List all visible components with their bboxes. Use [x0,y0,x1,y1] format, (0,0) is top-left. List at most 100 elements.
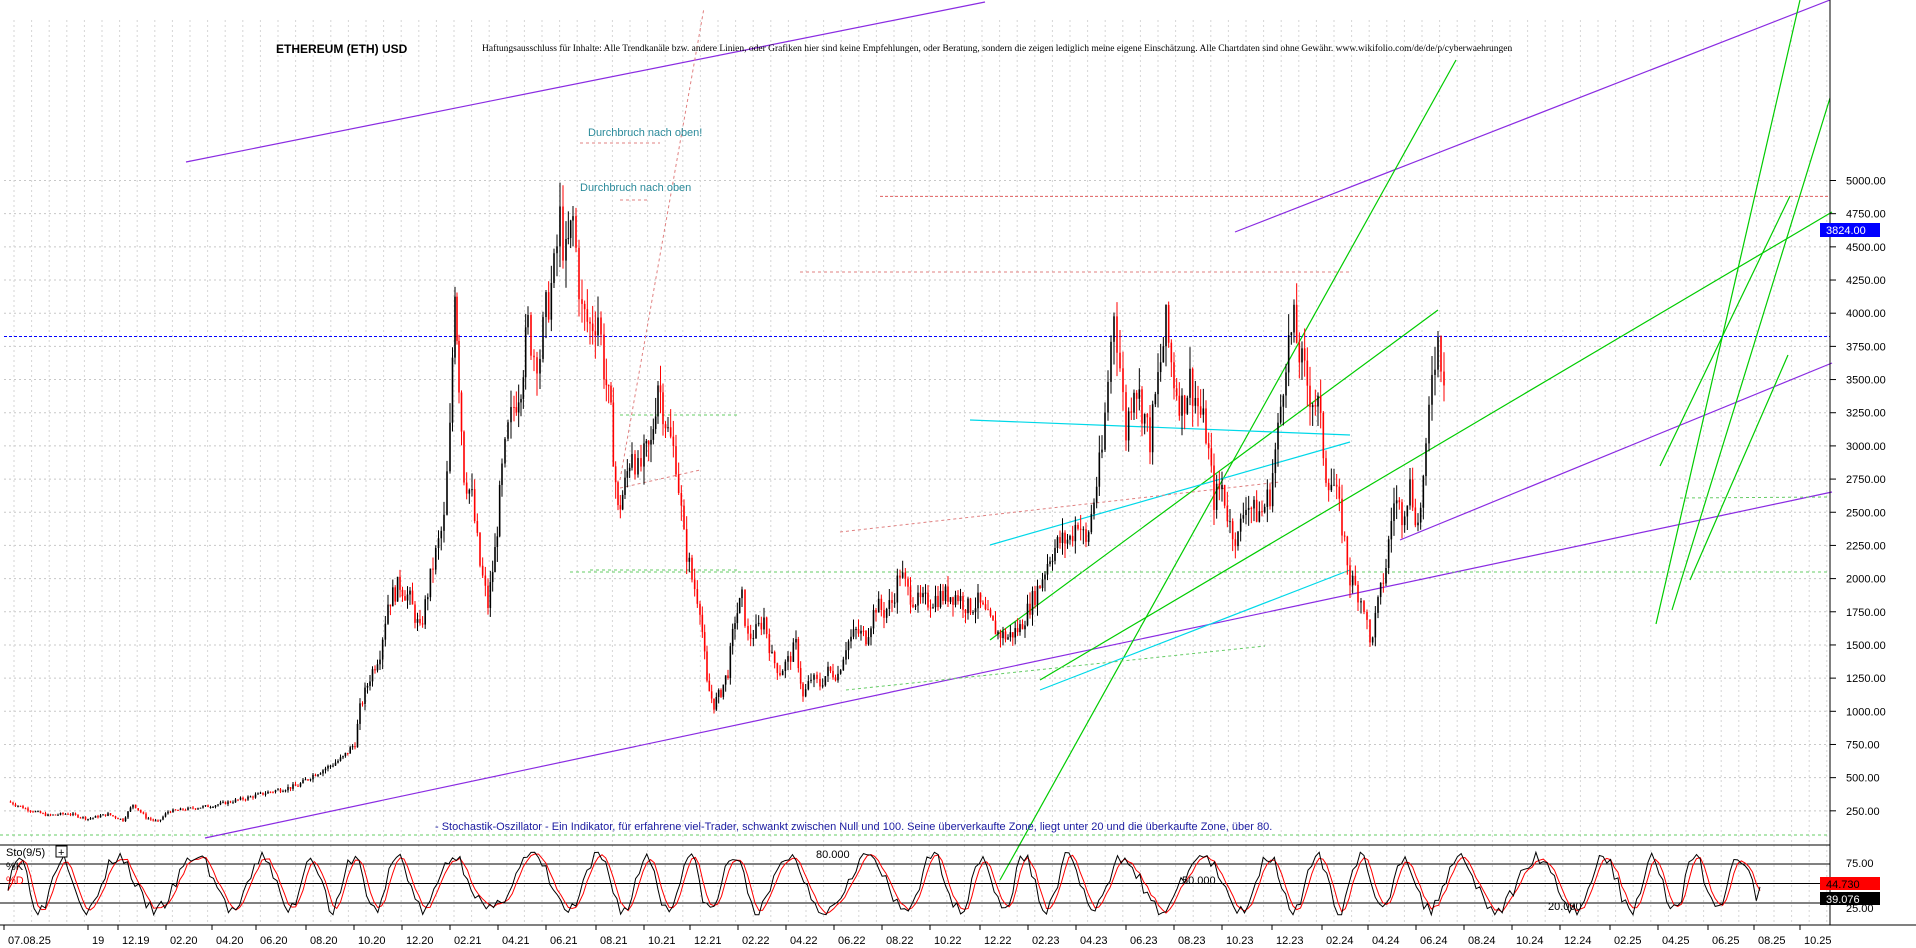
candle-body [1403,516,1406,526]
candle-body [929,607,932,609]
candle-body [465,482,468,494]
candle-body [1004,631,1007,640]
y-tick-label: 3250.00 [1846,408,1886,420]
candle-body [1101,449,1103,453]
candle-body [565,239,567,261]
candle-body [834,677,837,681]
candle-body [795,639,797,643]
candle-body [852,629,855,637]
candle-body [364,687,366,704]
candle-body [850,636,852,642]
candle-body [274,790,277,792]
candle-body [427,597,429,600]
candle-body [1317,395,1319,407]
candle-body [522,377,525,399]
x-tick-label: 06.23 [1130,935,1158,947]
candle-body [498,484,501,537]
candle-body [471,489,473,491]
candle-body [1354,575,1357,585]
candle-body [1390,521,1393,540]
candle-body [458,340,460,393]
candle-body [1422,476,1425,508]
candle-body [476,521,479,533]
candle-body [142,812,145,814]
candle-body [626,471,629,478]
candle-body [553,253,555,283]
candle-body [706,651,708,681]
candle-body [1385,568,1387,584]
candle-body [1440,336,1442,372]
candle-body [451,357,454,423]
candle-body [1218,483,1221,490]
x-tick-label: 12.24 [1564,935,1592,947]
candle-body [124,817,127,822]
candle-body [819,678,821,687]
y-tick-label: 2750.00 [1846,474,1886,486]
candle-body [536,357,538,374]
candle-body [1382,582,1385,584]
candle-body [738,598,741,614]
grid [0,20,1830,925]
candle-body [1074,524,1077,542]
candle-body [947,586,949,602]
candle-body [1387,539,1390,569]
candle-body [491,572,494,583]
candle-body [437,538,440,549]
x-tick-label: 08.24 [1468,935,1496,947]
candle-body [797,639,800,669]
candle-body [237,799,239,801]
candle-body [272,791,274,793]
candle-body [816,674,818,679]
candle-body [760,622,763,630]
candle-body [1178,395,1181,416]
y-tick-label: 4500.00 [1846,242,1886,254]
candle-body [672,436,675,447]
y-tick-label: 1250.00 [1846,673,1886,685]
candle-body [339,757,342,761]
candle-body [734,623,736,629]
candle-body [972,612,974,614]
candle-body [1127,411,1130,441]
trend-line [1655,0,1801,625]
trend-line [839,481,1281,533]
x-tick-label: 10.23 [1226,935,1254,947]
candle-body [977,592,979,609]
candle-body [32,811,34,813]
candle-body [862,630,865,632]
candle-body [909,586,912,605]
candle-body [669,427,672,437]
trend-line [1039,569,1351,691]
candle-body [1269,489,1271,507]
stoch-level-80: 80.000 [816,849,850,861]
candle-body [1311,405,1314,408]
candle-body [1016,628,1019,633]
candle-body [952,597,954,605]
candle-body [74,813,77,815]
candle-body [1133,392,1135,413]
candle-body [92,817,94,819]
candle-body [845,650,847,660]
candle-body [1159,362,1162,373]
candle-body [1165,304,1167,347]
candle-body [939,590,942,608]
candle-body [443,514,445,531]
candle-body [27,808,29,811]
add-indicator-button[interactable] [55,845,68,858]
candle-body [799,668,802,684]
candle-body [683,505,685,530]
trend-line [1399,362,1833,541]
x-tick-label: 04.25 [1662,935,1690,947]
candle-body [354,746,356,748]
candle-body [749,633,752,639]
candle-body [1183,395,1186,414]
candle-body [1261,511,1263,513]
candle-body [969,598,972,613]
x-tick-label: 08.21 [600,935,628,947]
x-tick-label: 06.20 [260,935,288,947]
candle-body [294,784,297,786]
candle-body [860,630,862,634]
candle-body [54,814,57,816]
candle-body [99,815,102,818]
candle-body [376,664,379,671]
candle-body [757,622,760,625]
